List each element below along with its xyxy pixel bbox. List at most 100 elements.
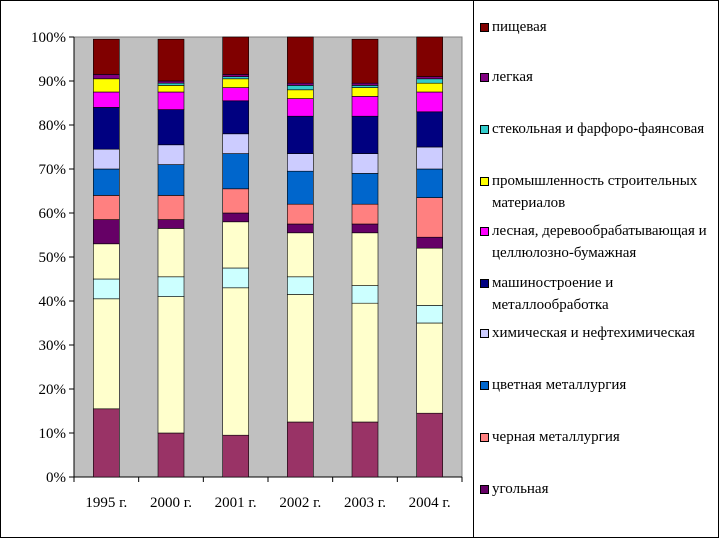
bar-segment	[351, 82, 379, 86]
bar-segment	[287, 421, 314, 478]
bar-segment	[416, 76, 443, 80]
bar-segment	[222, 133, 249, 154]
plot-area	[73, 36, 463, 478]
legend-label: легкая	[492, 69, 533, 85]
bar-segment	[351, 153, 379, 174]
bar-segment	[93, 408, 120, 478]
legend-swatch	[480, 381, 489, 390]
bar-segment	[222, 188, 249, 214]
bar-segment	[157, 296, 185, 434]
bar-segment	[351, 38, 379, 84]
bar-segment	[222, 36, 249, 75]
bar-segment	[287, 89, 314, 99]
legend-label: лесная, деревообрабатывающая и целлюлозн…	[492, 223, 707, 261]
y-tick-label: 70%	[39, 162, 67, 178]
bar-segment	[351, 285, 379, 304]
bar-segment	[157, 109, 185, 146]
y-tick-label: 60%	[39, 206, 67, 222]
legend-label: химическая и нефтехимическая	[492, 325, 695, 341]
legend-swatch	[480, 279, 489, 288]
bar-segment	[222, 78, 249, 88]
bar-segment	[351, 232, 379, 286]
bar-segment	[351, 173, 379, 205]
bar-segment	[93, 74, 120, 80]
bar-segment	[416, 82, 443, 93]
bar-segment	[222, 153, 249, 190]
y-tick-label: 0%	[46, 470, 66, 486]
x-tick-label: 2000 г.	[150, 495, 192, 511]
bar-segment	[416, 236, 443, 249]
y-tick-label: 40%	[39, 294, 67, 310]
bar-segment	[222, 287, 249, 436]
legend-label: промышленность строительных материалов	[492, 173, 698, 211]
y-tick-label: 10%	[39, 426, 67, 442]
x-tick-label: 1995 г.	[85, 495, 127, 511]
bar-segment	[157, 432, 185, 478]
bar-segment	[222, 221, 249, 269]
x-tick-label: 2004 г.	[409, 495, 451, 511]
y-tick-label: 100%	[31, 30, 66, 46]
bar-segment	[287, 294, 314, 423]
bar-segment	[351, 203, 379, 225]
bar-segment	[93, 195, 120, 220]
bar-segment	[93, 243, 120, 280]
bar-segment	[222, 87, 249, 102]
legend-swatch	[480, 177, 489, 186]
bar-segment	[287, 115, 314, 154]
y-tick-label: 50%	[39, 250, 67, 266]
bar-segment	[287, 232, 314, 278]
bar-segment	[351, 85, 379, 88]
legend-swatch	[480, 329, 489, 338]
legend-swatch	[480, 433, 489, 442]
bar-segment	[222, 100, 249, 135]
legend-label: стекольная и фарфоро-фаянсовая	[492, 121, 705, 137]
bar-segment	[287, 85, 314, 91]
bar-segment	[287, 276, 314, 295]
legend-swatch	[480, 23, 489, 32]
bar-segment	[93, 298, 120, 410]
bar-segment	[222, 74, 249, 77]
bar-segment	[416, 111, 443, 148]
bar-segment	[416, 412, 443, 478]
bar-segment	[416, 36, 443, 77]
bar-segment	[93, 38, 120, 75]
y-tick-label: 20%	[39, 382, 67, 398]
legend-swatch	[480, 125, 489, 134]
bar-segment	[93, 107, 120, 150]
bar-segment	[157, 276, 185, 297]
x-tick-label: 2001 г.	[215, 495, 257, 511]
bar-segment	[416, 322, 443, 414]
bar-segment	[351, 87, 379, 97]
legend-label: пищевая	[492, 19, 547, 35]
bar-segment	[287, 223, 314, 234]
legend-swatch	[480, 73, 489, 82]
x-tick-label: 2002 г.	[279, 495, 321, 511]
bar-segment	[287, 170, 314, 205]
bar-segment	[351, 223, 379, 234]
y-tick-label: 30%	[39, 338, 67, 354]
bar-segment	[416, 197, 443, 238]
bar-segment	[157, 91, 185, 110]
bar-segment	[157, 38, 185, 82]
x-tick-label: 2003 г.	[344, 495, 386, 511]
bar-segment	[93, 78, 120, 93]
bar-segment	[287, 82, 314, 86]
bar-segment	[222, 212, 249, 223]
bar-segment	[416, 305, 443, 324]
bar-segment	[222, 434, 249, 478]
bar-segment	[351, 421, 379, 478]
bar-segment	[416, 91, 443, 113]
legend: пищевая легкая стекольная и фарфоро-фаянсо…	[474, 4, 714, 534]
bar-segment	[287, 98, 314, 117]
bar-segment	[287, 203, 314, 225]
bar-segment	[157, 164, 185, 196]
legend-label: цветная металлургия	[492, 377, 627, 393]
legend-swatch	[480, 485, 489, 494]
legend-label: угольная	[492, 481, 549, 497]
bar-segment	[351, 115, 379, 154]
bar-segment	[222, 76, 249, 80]
bar-segment	[222, 267, 249, 289]
bar-segment	[157, 195, 185, 220]
